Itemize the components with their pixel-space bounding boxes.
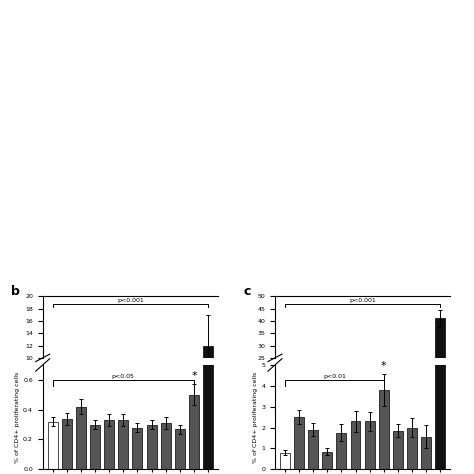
Bar (436, 0, 446, 469)
Bar (203, 346, 213, 419)
Bar (62, 419, 72, 469)
Bar (393, 415, 403, 419)
Bar (90, 418, 100, 419)
Bar (351, 421, 361, 469)
Bar (393, 431, 403, 469)
Bar (337, 433, 346, 469)
Bar (161, 418, 171, 419)
Bar (294, 417, 304, 469)
Text: p<0.001: p<0.001 (349, 298, 376, 303)
Text: p<0.05: p<0.05 (112, 374, 135, 379)
Bar (118, 420, 128, 469)
Bar (436, 319, 446, 419)
Text: c: c (243, 285, 251, 298)
Text: p<0.01: p<0.01 (323, 374, 346, 379)
Bar (365, 414, 374, 419)
Bar (308, 415, 318, 419)
Bar (175, 429, 185, 469)
Bar (421, 416, 431, 419)
Bar (407, 415, 417, 419)
Bar (146, 425, 156, 469)
Bar (280, 453, 290, 469)
Bar (189, 417, 199, 419)
Bar (118, 418, 128, 419)
Bar (365, 421, 374, 469)
Text: *: * (381, 361, 387, 371)
Text: *: * (191, 371, 197, 381)
Bar (47, 421, 57, 469)
Bar (90, 425, 100, 469)
Bar (351, 414, 361, 419)
Bar (146, 418, 156, 419)
Bar (62, 418, 72, 419)
Bar (47, 418, 57, 419)
Y-axis label: % of CD4+ proliferating cells: % of CD4+ proliferating cells (15, 372, 20, 463)
Bar (294, 413, 304, 419)
Text: b: b (11, 285, 20, 298)
Bar (308, 429, 318, 469)
Bar (407, 428, 417, 469)
Bar (322, 418, 332, 419)
Bar (379, 390, 389, 469)
Bar (76, 407, 86, 469)
Bar (280, 418, 290, 419)
Text: p<0.001: p<0.001 (117, 298, 144, 303)
Bar (104, 418, 114, 419)
Bar (421, 437, 431, 469)
Bar (132, 418, 142, 419)
Bar (203, 0, 213, 469)
Bar (161, 423, 171, 469)
Y-axis label: % of CD4+ proliferating cells: % of CD4+ proliferating cells (254, 372, 258, 463)
Bar (337, 415, 346, 419)
Bar (175, 418, 185, 419)
Bar (132, 428, 142, 469)
Bar (322, 452, 332, 469)
Bar (189, 395, 199, 469)
Bar (104, 420, 114, 469)
Bar (379, 410, 389, 419)
Bar (76, 417, 86, 419)
